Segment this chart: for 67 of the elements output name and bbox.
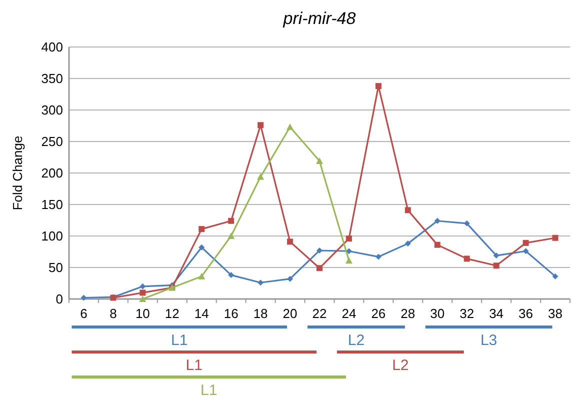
- point: [198, 272, 206, 280]
- point: [287, 276, 294, 282]
- x-tick-label: 30: [430, 306, 445, 321]
- point: [375, 254, 382, 260]
- x-tick-label: 18: [253, 306, 268, 321]
- x-tick-label: 24: [342, 306, 356, 321]
- x-tick-label: 34: [489, 306, 504, 321]
- point: [434, 218, 440, 224]
- y-tick-label: 250: [41, 134, 63, 149]
- point: [493, 262, 500, 269]
- point: [287, 238, 294, 245]
- text: L2: [348, 332, 365, 349]
- point: [228, 218, 234, 224]
- point: [316, 158, 323, 164]
- text: L3: [480, 332, 498, 349]
- point: [228, 272, 234, 278]
- point: [404, 240, 411, 247]
- point: [198, 244, 205, 250]
- x-tick-label: 10: [135, 306, 150, 321]
- x-tick-label: 38: [548, 306, 562, 321]
- y-tick-label: 200: [41, 166, 63, 180]
- x-tick-label: 16: [224, 306, 238, 321]
- point: [286, 124, 294, 130]
- y-tick-label: 50: [48, 260, 63, 275]
- point: [80, 294, 87, 301]
- point: [345, 257, 352, 264]
- y-tick-label: 100: [41, 228, 63, 244]
- point: [522, 240, 529, 246]
- text: L2: [392, 357, 409, 374]
- point: [464, 256, 470, 262]
- point: [228, 232, 235, 239]
- x-tick-label: 22: [312, 306, 327, 321]
- point: [257, 173, 264, 180]
- point: [198, 226, 205, 232]
- point: [258, 280, 264, 286]
- y-tick-label: 300: [41, 102, 63, 118]
- point: [552, 273, 558, 280]
- y-tick-label: 150: [41, 197, 63, 212]
- x-tick-label: 20: [282, 306, 298, 321]
- text: L1: [200, 382, 218, 399]
- point: [140, 290, 146, 296]
- point: [316, 247, 322, 254]
- x-tick-label: 12: [164, 306, 180, 321]
- text: L1: [186, 357, 202, 374]
- point: [139, 296, 146, 302]
- chart-title: pri-mir-48: [282, 9, 356, 28]
- x-tick-label: 26: [371, 306, 386, 321]
- x-tick-label: 36: [518, 306, 534, 321]
- y-tick-label: 350: [41, 71, 63, 86]
- text: L1: [171, 332, 188, 349]
- x-tick-label: 32: [460, 306, 474, 321]
- point: [552, 234, 558, 241]
- x-tick-label: 14: [194, 306, 209, 321]
- y-tick-label: 400: [41, 40, 63, 54]
- point: [316, 265, 322, 272]
- y-tick-label: 0: [56, 292, 63, 306]
- point: [346, 236, 352, 242]
- point: [434, 242, 440, 248]
- point: [522, 248, 529, 254]
- x-tick-label: 28: [400, 306, 416, 321]
- x-tick-label: 6: [80, 306, 88, 321]
- y-axis-title: Fold Change: [10, 136, 25, 210]
- point: [493, 252, 500, 259]
- point: [404, 207, 411, 214]
- point: [258, 122, 264, 128]
- point: [375, 83, 382, 90]
- x-tick-label: 8: [110, 306, 117, 321]
